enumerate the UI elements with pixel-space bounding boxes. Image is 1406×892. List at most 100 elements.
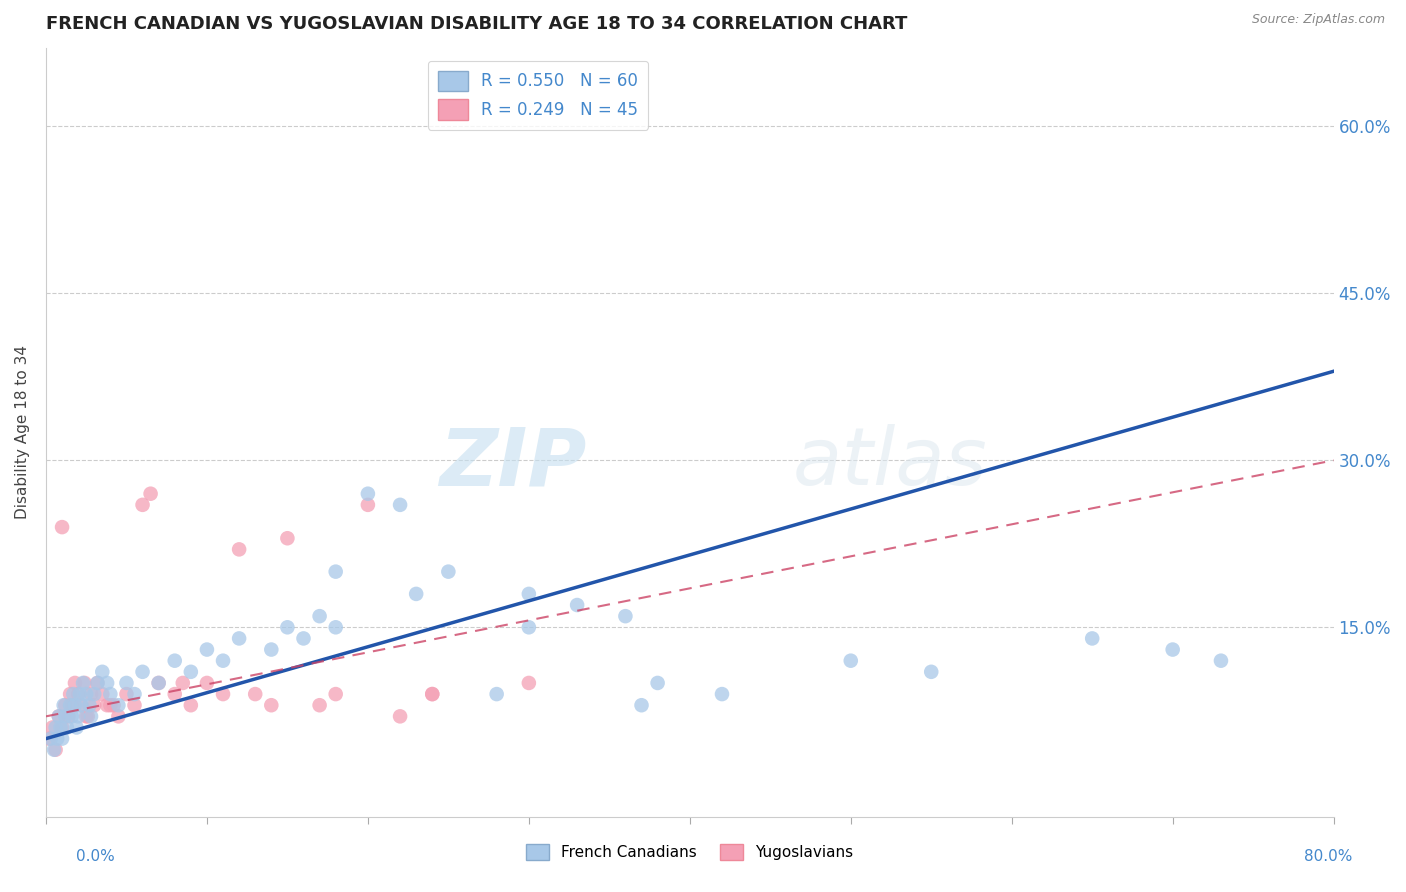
Point xyxy=(1161,642,1184,657)
Text: 0.0%: 0.0% xyxy=(76,849,115,863)
Point xyxy=(38,731,60,746)
Point xyxy=(39,731,62,746)
Point xyxy=(96,676,118,690)
Point xyxy=(357,498,380,512)
Point xyxy=(389,498,412,512)
Text: ZIP: ZIP xyxy=(440,425,586,502)
Legend: R = 0.550   N = 60, R = 0.249   N = 45: R = 0.550 N = 60, R = 0.249 N = 45 xyxy=(427,61,648,129)
Point xyxy=(1209,654,1232,668)
Point xyxy=(59,698,82,713)
Point xyxy=(228,542,250,557)
Point xyxy=(45,721,67,735)
Point xyxy=(124,687,146,701)
Point xyxy=(115,676,138,690)
Point xyxy=(58,709,80,723)
Point xyxy=(83,698,105,713)
Point xyxy=(53,709,76,723)
Point xyxy=(96,698,118,713)
Point xyxy=(48,709,70,723)
Point xyxy=(60,698,83,713)
Text: atlas: atlas xyxy=(793,425,987,502)
Point xyxy=(517,620,540,634)
Point xyxy=(73,676,96,690)
Point xyxy=(91,665,114,679)
Point xyxy=(308,609,330,624)
Point xyxy=(485,687,508,701)
Point xyxy=(420,687,443,701)
Point xyxy=(67,709,90,723)
Point xyxy=(405,587,427,601)
Point xyxy=(614,609,637,624)
Point xyxy=(48,709,70,723)
Point xyxy=(163,654,186,668)
Point xyxy=(148,676,170,690)
Text: Source: ZipAtlas.com: Source: ZipAtlas.com xyxy=(1251,13,1385,26)
Point xyxy=(711,687,734,701)
Point xyxy=(131,665,153,679)
Point xyxy=(63,698,86,713)
Point xyxy=(49,721,72,735)
Point xyxy=(308,698,330,713)
Point xyxy=(212,654,235,668)
Point xyxy=(115,687,138,701)
Point xyxy=(41,721,63,735)
Point xyxy=(180,698,202,713)
Point xyxy=(630,698,652,713)
Point xyxy=(276,620,298,634)
Point xyxy=(124,698,146,713)
Point xyxy=(420,687,443,701)
Point xyxy=(51,721,73,735)
Point xyxy=(51,520,73,534)
Point xyxy=(51,731,73,746)
Point xyxy=(276,531,298,545)
Point xyxy=(131,498,153,512)
Point xyxy=(67,687,90,701)
Point xyxy=(517,676,540,690)
Point xyxy=(103,698,125,713)
Point xyxy=(45,743,67,757)
Point xyxy=(80,709,103,723)
Point xyxy=(42,743,65,757)
Point xyxy=(75,687,97,701)
Point xyxy=(107,698,129,713)
Point xyxy=(46,731,69,746)
Point xyxy=(212,687,235,701)
Point xyxy=(79,698,101,713)
Point xyxy=(91,687,114,701)
Point xyxy=(70,698,93,713)
Point xyxy=(52,698,75,713)
Text: FRENCH CANADIAN VS YUGOSLAVIAN DISABILITY AGE 18 TO 34 CORRELATION CHART: FRENCH CANADIAN VS YUGOSLAVIAN DISABILIT… xyxy=(46,15,907,33)
Point xyxy=(517,587,540,601)
Point xyxy=(76,709,98,723)
Point xyxy=(107,709,129,723)
Point xyxy=(325,687,347,701)
Point xyxy=(180,665,202,679)
Point xyxy=(86,676,108,690)
Point xyxy=(98,698,121,713)
Text: 80.0%: 80.0% xyxy=(1305,849,1353,863)
Point xyxy=(65,721,87,735)
Point xyxy=(839,654,862,668)
Point xyxy=(245,687,267,701)
Point xyxy=(63,676,86,690)
Point xyxy=(60,709,83,723)
Point xyxy=(920,665,942,679)
Point xyxy=(98,687,121,701)
Point xyxy=(70,698,93,713)
Point xyxy=(357,486,380,500)
Point xyxy=(163,687,186,701)
Point xyxy=(228,632,250,646)
Point xyxy=(325,565,347,579)
Point xyxy=(1081,632,1104,646)
Point xyxy=(69,687,91,701)
Point xyxy=(83,687,105,701)
Point xyxy=(325,620,347,634)
Point xyxy=(139,486,162,500)
Point xyxy=(53,698,76,713)
Point xyxy=(56,721,79,735)
Point xyxy=(647,676,669,690)
Point xyxy=(292,632,315,646)
Point xyxy=(75,709,97,723)
Y-axis label: Disability Age 18 to 34: Disability Age 18 to 34 xyxy=(15,345,30,519)
Point xyxy=(260,698,283,713)
